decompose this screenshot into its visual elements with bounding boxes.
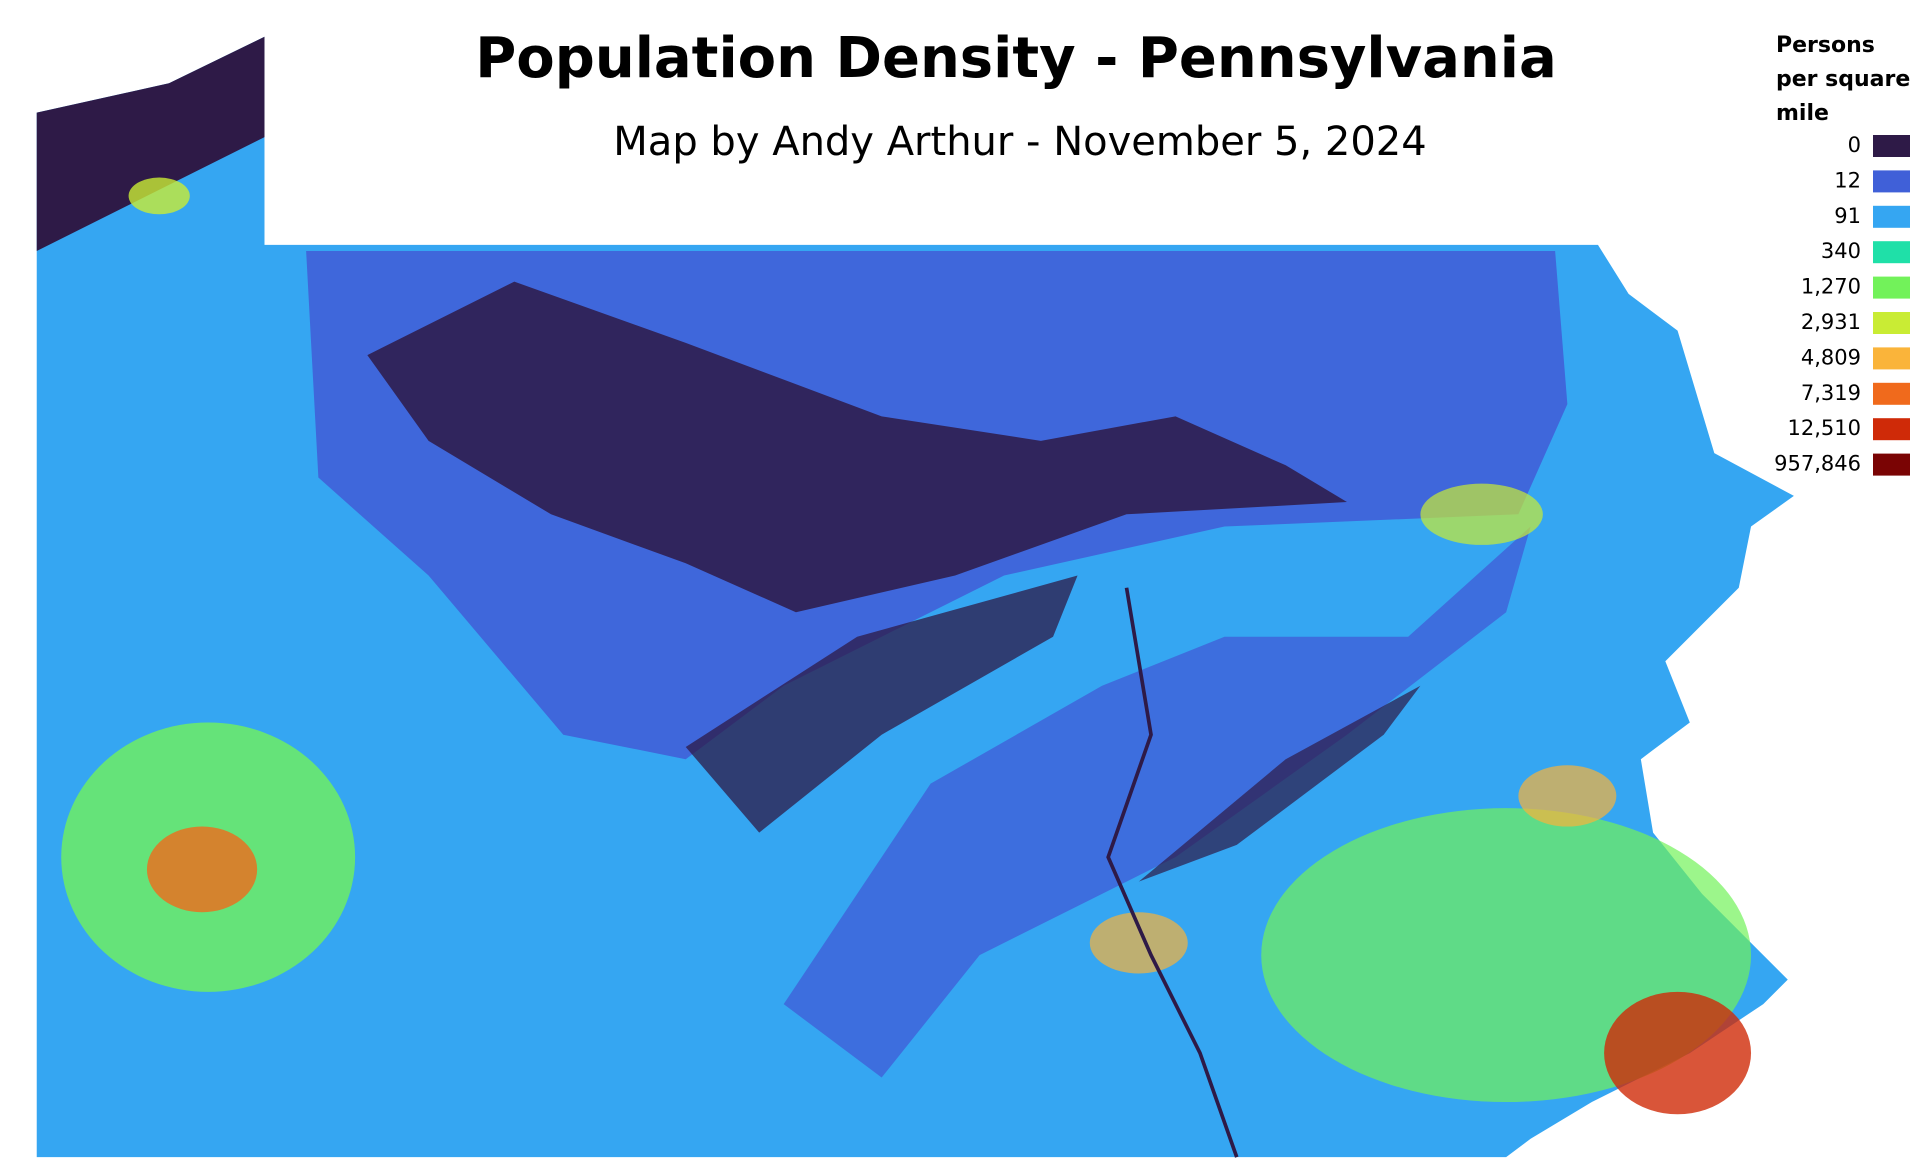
legend-title: Persons [1776, 33, 1875, 58]
state-map [36, 36, 1794, 1158]
map-subtitle: Map by Andy Arthur - November 5, 2024 [613, 119, 1426, 165]
legend-swatch [1873, 205, 1910, 228]
legend-label: 12,510 [1788, 416, 1861, 440]
erie [128, 177, 190, 215]
legend-swatch [1873, 347, 1910, 370]
legend-label: 340 [1821, 239, 1861, 263]
legend-swatch [1873, 453, 1910, 476]
pittsburgh-core [146, 826, 258, 913]
legend-swatch [1873, 382, 1910, 405]
legend-swatch [1873, 418, 1910, 441]
ridge-band [1138, 685, 1421, 882]
allentown [1518, 765, 1617, 827]
map-title: Population Density - Pennsylvania [475, 26, 1557, 91]
legend-swatch [1873, 241, 1910, 264]
legend-title: mile [1776, 101, 1829, 126]
ridge-band [685, 575, 1078, 833]
legend-title: per square [1776, 67, 1910, 92]
legend-label: 12 [1834, 168, 1861, 192]
river [1106, 587, 1239, 1158]
legend-label: 2,931 [1801, 310, 1861, 334]
legend-label: 91 [1834, 204, 1861, 228]
harrisburg [1089, 912, 1188, 974]
legend-swatch [1873, 135, 1910, 157]
lake-erie-region [36, 36, 265, 252]
legend-label: 1,270 [1801, 275, 1861, 299]
legend-swatch [1873, 170, 1910, 193]
legend-label: 0 [1848, 133, 1861, 157]
philadelphia [1604, 991, 1752, 1115]
ridge-band [783, 526, 1531, 1078]
legend-swatch [1873, 276, 1910, 299]
legend-swatch [1873, 312, 1910, 334]
scranton [1420, 483, 1543, 545]
legend-label: 4,809 [1801, 345, 1861, 369]
legend-label: 957,846 [1774, 452, 1861, 476]
very-low-density [367, 281, 1347, 613]
legend-label: 7,319 [1801, 381, 1861, 405]
